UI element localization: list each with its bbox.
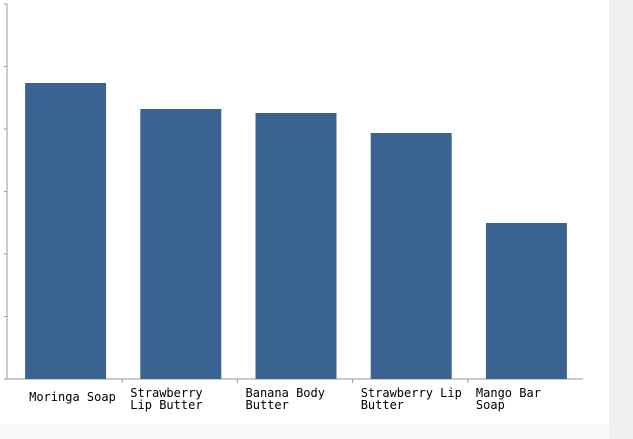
bar-chart: Moringa Soap Strawberry Lip Butter Banana B… xyxy=(4,3,583,412)
x-tick-label-line: Lip Butter xyxy=(130,398,202,412)
x-tick-label-line: Moringa Soap xyxy=(29,390,116,404)
bar xyxy=(485,223,567,379)
bar xyxy=(370,133,452,379)
x-tick-label: Strawberry Lip Butter xyxy=(130,386,202,412)
x-tick-label-line: Soap xyxy=(476,398,505,412)
x-tick-label-line: Strawberry Lip xyxy=(361,386,462,400)
bottom-margin xyxy=(0,424,609,439)
bar xyxy=(25,83,107,379)
x-tick-label: Mango Bar Soap xyxy=(476,386,541,412)
x-tick-label: Banana Body Butter xyxy=(246,386,325,412)
bar xyxy=(140,109,222,379)
x-tick-label: Moringa Soap xyxy=(29,390,116,404)
x-tick-label-line: Strawberry xyxy=(130,386,202,400)
x-tick-label-line: Banana Body xyxy=(246,386,325,400)
x-tick-label: Strawberry Lip Butter xyxy=(361,386,462,412)
bars xyxy=(25,83,567,379)
x-tick-label-line: Mango Bar xyxy=(476,386,541,400)
x-tick-labels: Moringa Soap Strawberry Lip Butter Banana B… xyxy=(29,386,541,412)
bar xyxy=(255,113,337,379)
x-tick-label-line: Butter xyxy=(361,398,404,412)
scrollbar-gutter xyxy=(609,0,633,439)
x-tick-label-line: Butter xyxy=(246,398,289,412)
